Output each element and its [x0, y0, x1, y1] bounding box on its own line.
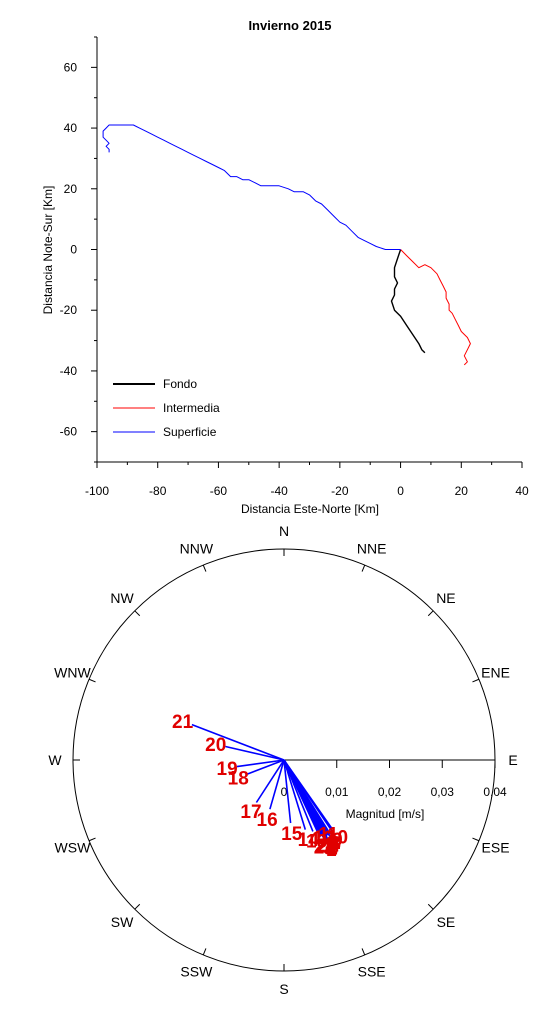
direction-tick — [472, 838, 478, 841]
direction-label-nw: NW — [110, 590, 134, 606]
direction-tick — [135, 611, 140, 616]
x-tick-group: -100 -80 -60 -40 -20 0 20 40 — [85, 462, 529, 498]
y-axis-label: Distancia Note-Sur [Km] — [41, 186, 55, 315]
x-tick-label: -60 — [210, 484, 228, 498]
direction-label-n: N — [279, 523, 289, 539]
vector-label-21: 21 — [172, 712, 194, 733]
x-tick-label: 0 — [397, 484, 404, 498]
series-line-fondo — [392, 250, 425, 353]
direction-label-s: S — [279, 981, 288, 997]
x-tick-label: -40 — [270, 484, 288, 498]
magnitude-tick-label: 0,01 — [325, 785, 349, 799]
vector-label-24: 24 — [315, 836, 337, 857]
trajectory-chart: Invierno 2015 -100 -80 -60 -40 -20 0 20 40 -60-… — [41, 18, 529, 516]
legend-label-fondo: Fondo — [163, 377, 197, 391]
direction-label-wnw: WNW — [54, 664, 91, 680]
direction-label-w: W — [48, 752, 62, 768]
legend: Fondo Intermedia Superficie — [113, 377, 220, 439]
y-tick-label: 40 — [64, 121, 78, 135]
y-tick-label: -60 — [60, 425, 78, 439]
series-group — [103, 125, 470, 365]
y-tick-label: -20 — [60, 303, 78, 317]
y-tick-label: 0 — [70, 243, 77, 257]
magnitude-tick-label: 0,03 — [431, 785, 455, 799]
direction-label-ne: NE — [436, 590, 455, 606]
magnitude-axis-label: Magnitud [m/s] — [346, 807, 425, 821]
y-tick-group: -60 -40 -20 0 20 40 60 — [60, 37, 97, 462]
direction-label-ssw: SSW — [180, 964, 213, 980]
direction-tick — [428, 611, 433, 616]
direction-tick — [472, 679, 478, 682]
vector-label-20: 20 — [205, 735, 226, 756]
direction-tick — [362, 565, 365, 571]
x-tick-label: 20 — [455, 484, 469, 498]
legend-label-intermedia: Intermedia — [163, 401, 220, 415]
direction-label-ene: ENE — [481, 664, 510, 680]
y-tick-label: 60 — [64, 60, 78, 74]
vector-label-19: 19 — [217, 759, 238, 780]
y-tick-label: -40 — [60, 364, 78, 378]
vector-label-17: 17 — [240, 802, 261, 823]
y-tick-label: 20 — [64, 182, 78, 196]
direction-label-e: E — [508, 752, 517, 768]
x-tick-label: -20 — [331, 484, 349, 498]
direction-tick — [135, 904, 140, 909]
direction-tick — [362, 948, 365, 954]
direction-label-nne: NNE — [357, 540, 387, 556]
vector-label-15: 15 — [281, 824, 303, 845]
direction-label-ese: ESE — [482, 840, 510, 856]
series-line-superficie — [103, 125, 401, 250]
x-axis-label: Distancia Este-Norte [Km] — [241, 502, 379, 516]
series-line-intermedia — [401, 250, 471, 365]
direction-label-se: SE — [437, 914, 456, 930]
chart-title: Invierno 2015 — [248, 18, 331, 33]
x-tick-label: -100 — [85, 484, 109, 498]
x-tick-label: 40 — [515, 484, 529, 498]
polar-vector-chart: N NNE NE ENE E ESE SE SSE S SSW SW WSW W WNW NW NNW 0 0,… — [48, 523, 517, 997]
direction-tick — [203, 565, 206, 571]
magnitude-tick-group: 0 0,01 0,02 0,03 0,04 — [281, 760, 507, 799]
direction-label-wsw: WSW — [55, 840, 92, 856]
magnitude-tick-label: 0,04 — [483, 785, 507, 799]
legend-label-superficie: Superficie — [163, 425, 217, 439]
x-tick-label: -80 — [149, 484, 167, 498]
magnitude-tick-label: 0,02 — [378, 785, 402, 799]
direction-label-nnw: NNW — [180, 540, 214, 556]
direction-label-sw: SW — [111, 914, 134, 930]
direction-tick — [203, 948, 206, 954]
direction-tick — [428, 904, 433, 909]
direction-label-sse: SSE — [358, 964, 386, 980]
